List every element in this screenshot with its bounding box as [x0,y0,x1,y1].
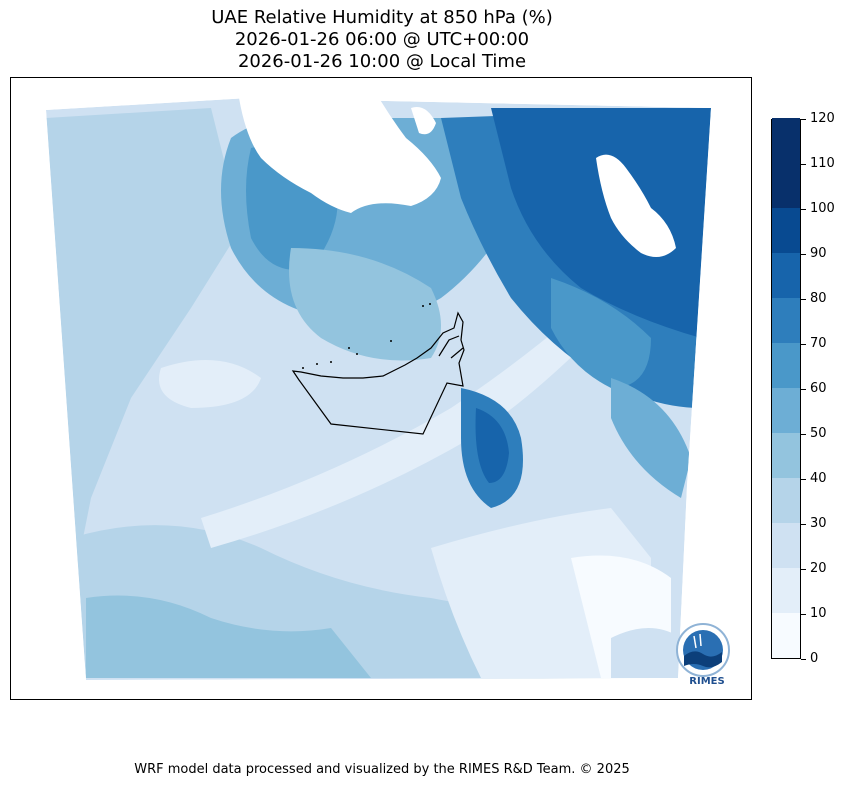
rimes-logo-text: RIMES [689,676,725,687]
colorbar-segment [772,567,800,613]
colorbar-segment [772,117,800,163]
humidity-map [11,78,751,699]
rh-band-50-60-east-edge [611,378,691,498]
colorbar-tick [801,118,806,120]
rh-band-20-30-corner [611,628,681,678]
colorbar-tick [801,388,806,390]
colorbar-tick [801,568,806,570]
colorbar-tick-label: 40 [810,471,827,486]
colorbar-segment [772,297,800,343]
colorbar-segment [772,162,800,208]
uae-internal-border-1 [438,335,460,357]
map-title-line-1: UAE Relative Humidity at 850 hPa (%) [211,7,553,28]
island-dot [330,361,332,363]
island-dot [316,363,318,365]
rh-band-40-50-southwest [86,595,371,678]
uae-boundary [291,311,465,435]
rh-band-80-90-east [491,108,711,338]
colorbar-tick [801,478,806,480]
rimes-logo [676,623,730,677]
island-dot [429,303,431,305]
colorbar-segment [772,612,800,658]
missing-data-patch-2 [361,106,379,124]
colorbar-tick-label: 100 [810,201,835,216]
rh-band-60-70-east-patch [551,278,651,388]
footer-credit: WRF model data processed and visualized … [134,762,630,777]
colorbar-segment [772,522,800,568]
uae-internal-border-2 [450,347,464,359]
colorbar-tick-label: 90 [810,246,827,261]
colorbar-tick [801,433,806,435]
colorbar-tick-label: 0 [810,651,819,666]
colorbar-tick-label: 110 [810,156,835,171]
colorbar-segment [772,387,800,433]
colorbar-tick [801,523,806,525]
colorbar-segment [772,342,800,388]
colorbar-tick [801,613,806,615]
missing-data-north [239,98,441,213]
colorbar-tick-label: 60 [810,381,827,396]
missing-data-northeast [596,154,676,257]
map-frame [10,77,752,700]
colorbar-tick-label: 120 [810,111,835,126]
colorbar-tick-label: 70 [810,336,827,351]
colorbar-segment [772,432,800,478]
colorbar-segment [772,252,800,298]
colorbar-tick [801,163,806,165]
colorbar-tick-label: 30 [810,516,827,531]
island-dot [356,353,358,355]
island-dot [390,340,392,342]
rh-band-10-20-west-patch [159,360,261,408]
colorbar-segment [772,477,800,523]
map-title-line-3: 2026-01-26 10:00 @ Local Time [237,51,527,72]
island-dot [348,347,350,349]
colorbar-tick-label: 10 [810,606,827,621]
colorbar-tick-label: 80 [810,291,827,306]
island-dot [422,305,424,307]
colorbar-tick [801,208,806,210]
colorbar-tick [801,658,806,660]
uae-islands [302,303,431,369]
colorbar-tick [801,343,806,345]
rh-band-30-40-west [46,108,241,678]
colorbar-tick-label: 20 [810,561,827,576]
colorbar [771,117,801,659]
rh-band-40-50-gulf [289,248,441,361]
colorbar-segment [772,207,800,253]
missing-data-patch-1 [411,107,436,135]
colorbar-tick-label: 50 [810,426,827,441]
rh-band-80-90-core [475,408,509,483]
colorbar-tick [801,298,806,300]
island-dot [302,367,304,369]
missing-data-areas [239,98,676,257]
colorbar-tick [801,253,806,255]
map-title-line-2: 2026-01-26 06:00 @ UTC+00:00 [234,29,530,50]
uae-outline [291,311,465,435]
rh-band-10-20-streak [201,318,591,548]
